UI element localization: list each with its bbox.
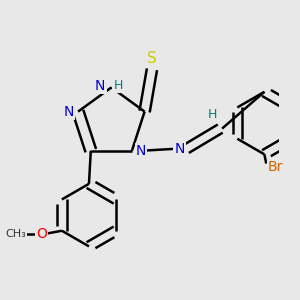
Text: H: H [208, 108, 218, 121]
Text: S: S [147, 51, 157, 66]
Text: H: H [113, 79, 123, 92]
Text: N: N [175, 142, 185, 156]
Text: Br: Br [268, 160, 283, 174]
Text: N: N [64, 105, 74, 118]
Text: N: N [95, 79, 106, 93]
Text: O: O [36, 227, 47, 241]
Text: N: N [136, 144, 146, 158]
Text: CH₃: CH₃ [5, 229, 26, 239]
